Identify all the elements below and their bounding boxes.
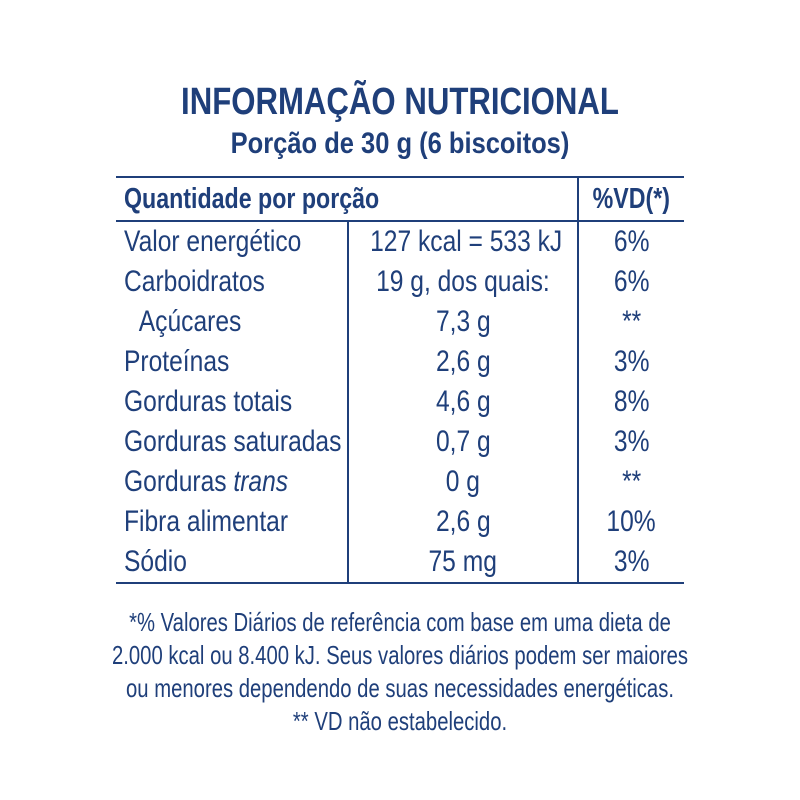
row-amount: 127 kcal = 533 kJ xyxy=(347,220,579,262)
table-row: Carboidratos 19 g, dos quais: 6% xyxy=(116,262,684,302)
row-name-italic: trans xyxy=(233,465,289,498)
row-amount: 2,6 g xyxy=(347,502,579,542)
table-row: Proteínas 2,6 g 3% xyxy=(116,342,684,382)
row-vd: 6% xyxy=(577,262,684,302)
row-amount: 0,7 g xyxy=(347,422,579,462)
nutrition-table: Quantidade por porção %VD(*) Valor energ… xyxy=(116,176,684,584)
row-name: Proteínas xyxy=(116,342,349,382)
row-name: Açúcares xyxy=(116,302,349,342)
table-row: Açúcares 7,3 g ** xyxy=(116,302,684,342)
row-name: Fibra alimentar xyxy=(116,502,349,542)
serving-size: Porção de 30 g (6 biscoitos) xyxy=(230,127,570,160)
footnote-line: ** VD não estabelecido. xyxy=(292,706,508,736)
row-amount: 4,6 g xyxy=(347,382,579,422)
footnote-line: 2.000 kcal ou 8.400 kJ. Seus valores diá… xyxy=(111,640,689,670)
row-name: Sódio xyxy=(116,542,349,584)
table-row: Valor energético 127 kcal = 533 kJ 6% xyxy=(116,220,684,262)
row-name-prefix: Gorduras xyxy=(124,465,234,498)
footnote: *% Valores Diários de referência com bas… xyxy=(0,606,800,738)
row-name: Gorduras trans xyxy=(116,462,349,502)
footnote-line: *% Valores Diários de referência com bas… xyxy=(129,607,671,637)
label-title: INFORMAÇÃO NUTRICIONAL xyxy=(181,81,619,123)
row-vd: ** xyxy=(577,462,684,502)
header-vd: %VD(*) xyxy=(577,176,684,222)
row-amount: 19 g, dos quais: xyxy=(347,262,579,302)
row-vd: 3% xyxy=(577,422,684,462)
row-vd: 8% xyxy=(577,382,684,422)
row-name: Gorduras saturadas xyxy=(116,422,349,462)
table-header-row: Quantidade por porção %VD(*) xyxy=(116,176,684,222)
row-vd: ** xyxy=(577,302,684,342)
table-row: Gorduras saturadas 0,7 g 3% xyxy=(116,422,684,462)
table-row: Gorduras trans 0 g ** xyxy=(116,462,684,502)
row-amount: 7,3 g xyxy=(347,302,579,342)
table-row: Gorduras totais 4,6 g 8% xyxy=(116,382,684,422)
row-name: Gorduras totais xyxy=(116,382,349,422)
row-name: Carboidratos xyxy=(116,262,349,302)
row-amount: 0 g xyxy=(347,462,579,502)
row-vd: 3% xyxy=(577,342,684,382)
table-row: Fibra alimentar 2,6 g 10% xyxy=(116,502,684,542)
footnote-line: ou menores dependendo de suas necessidad… xyxy=(126,673,674,703)
row-amount: 75 mg xyxy=(347,542,579,584)
row-name: Valor energético xyxy=(116,220,349,262)
table-row: Sódio 75 mg 3% xyxy=(116,542,684,584)
row-vd: 3% xyxy=(577,542,684,584)
row-vd: 6% xyxy=(577,220,684,262)
header-quantity: Quantidade por porção xyxy=(116,176,579,222)
row-vd: 10% xyxy=(577,502,684,542)
row-amount: 2,6 g xyxy=(347,342,579,382)
